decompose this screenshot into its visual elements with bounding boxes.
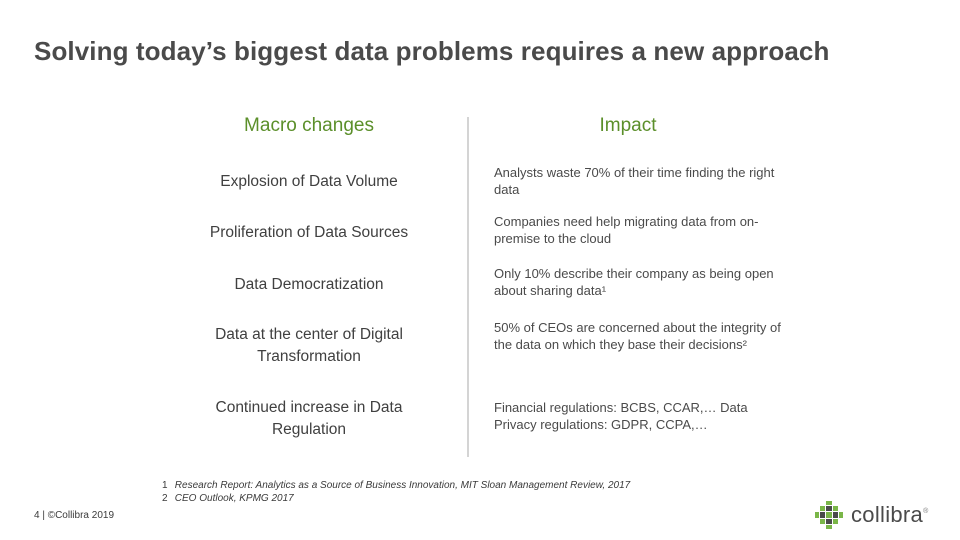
macro-change-item: Data Democratization (234, 276, 384, 293)
footnotes: 1 Research Report: Analytics as a Source… (162, 479, 630, 505)
impact-item: 50% of CEOs are concerned about the inte… (494, 320, 781, 352)
impact-heading: Impact (599, 115, 657, 136)
macro-changes-heading: Macro changes (244, 115, 374, 136)
footnote: 2 CEO Outlook, KPMG 2017 (162, 492, 630, 505)
column-divider (467, 117, 469, 457)
slide-title: Solving today’s biggest data problems re… (34, 36, 830, 66)
macro-change-item: Continued increase in Data Regulation (215, 399, 403, 438)
impact-item: Financial regulations: BCBS, CCAR,… Data… (494, 400, 748, 432)
footnote-text: Research Report: Analytics as a Source o… (174, 480, 631, 491)
page-footer: 4 | ©Collibra 2019 (34, 510, 115, 521)
impact-item: Analysts waste 70% of their time finding… (494, 165, 775, 197)
macro-change-item: Explosion of Data Volume (220, 173, 398, 190)
impact-item: Only 10% describe their company as being… (494, 266, 774, 298)
collibra-grid-icon (815, 501, 843, 529)
footnote-text: CEO Outlook, KPMG 2017 (174, 493, 294, 504)
macro-change-item: Data at the center of Digital Transforma… (215, 326, 403, 365)
registered-mark: ® (923, 508, 929, 515)
footnote-number: 1 (162, 480, 168, 491)
footnote-number: 2 (162, 493, 168, 504)
macro-change-item: Proliferation of Data Sources (209, 224, 409, 241)
impact-item: Companies need help migrating data from … (494, 214, 759, 246)
collibra-logo: collibra ® (815, 500, 928, 530)
collibra-wordmark: collibra (851, 502, 924, 527)
footnote: 1 Research Report: Analytics as a Source… (162, 479, 630, 492)
